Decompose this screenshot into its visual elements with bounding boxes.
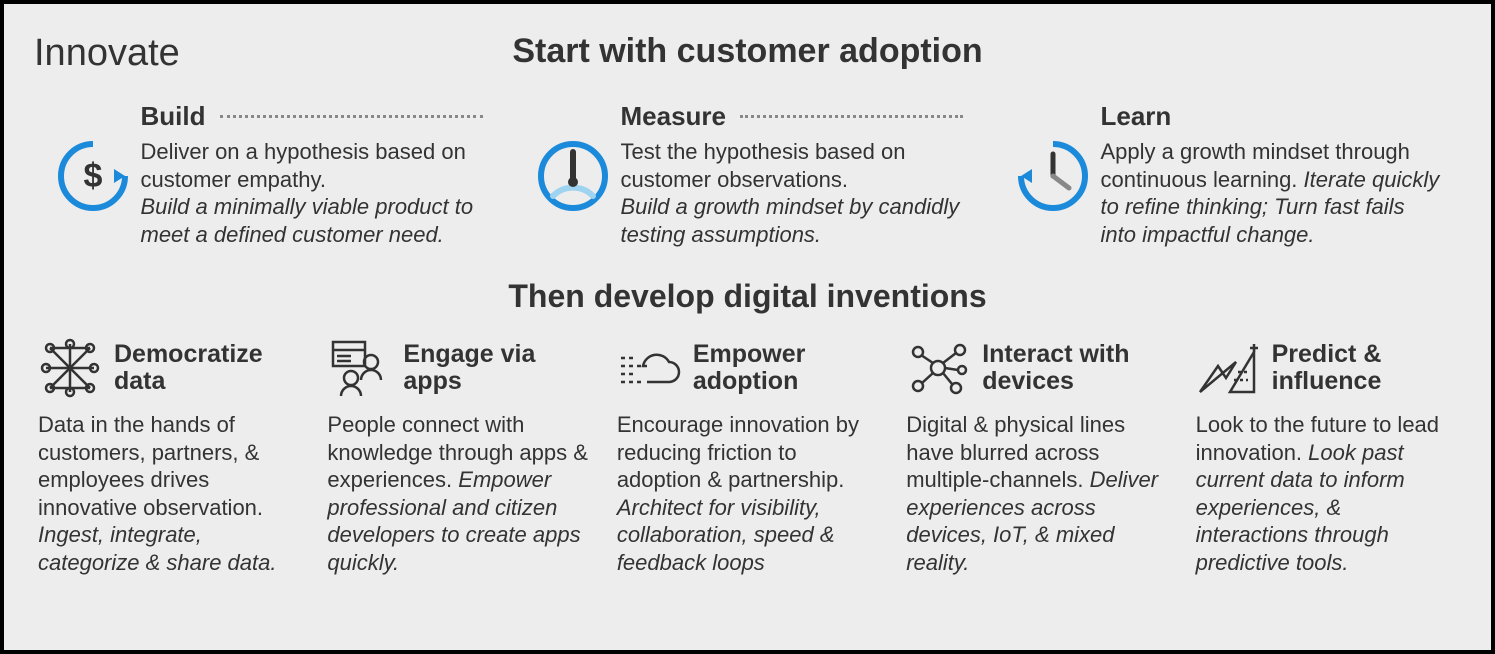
- connector-dots: [740, 115, 963, 118]
- engage-title: Engage via apps: [403, 341, 588, 396]
- democratize-title: Democratize data: [114, 341, 299, 396]
- learn-heading: Learn: [1101, 101, 1443, 132]
- build-body: Deliver on a hypothesis based on custome…: [141, 138, 483, 248]
- democratize-body: Data in the hands of customers, partners…: [38, 411, 299, 576]
- customer-adoption-row: $ Build Deliver on a hypothesis based on…: [34, 101, 1461, 248]
- learn-title: Learn: [1101, 101, 1172, 132]
- measure-heading: Measure: [621, 101, 963, 132]
- build-title: Build: [141, 101, 206, 132]
- measure-title: Measure: [621, 101, 727, 132]
- learn-body: Apply a growth mindset through continuou…: [1101, 138, 1443, 248]
- network-icon: [38, 336, 102, 400]
- democratize-body-ital: Ingest, integrate, categorize & share da…: [38, 522, 276, 575]
- build-body-plain: Deliver on a hypothesis based on custome…: [141, 139, 466, 192]
- democratize-body-plain: Data in the hands of customers, partners…: [38, 412, 263, 520]
- connector-dots: [220, 115, 483, 118]
- gauge-icon: [533, 136, 613, 216]
- empower-pillar: Empower adoption Encourage innovation by…: [617, 333, 878, 576]
- digital-inventions-row: Democratize data Data in the hands of cu…: [34, 333, 1461, 576]
- dollar-cycle-icon: $: [53, 136, 133, 216]
- cloud-stream-icon: [617, 336, 681, 400]
- clock-cycle-icon: [1013, 136, 1093, 216]
- app-people-icon: [327, 336, 391, 400]
- engage-body: People connect with knowledge through ap…: [327, 411, 588, 576]
- interact-pillar: Interact with devices Digital & physical…: [906, 333, 1167, 576]
- build-cell: $ Build Deliver on a hypothesis based on…: [53, 101, 483, 248]
- empower-body: Encourage innovation by reducing frictio…: [617, 411, 878, 576]
- forecast-chart-icon: [1196, 336, 1260, 400]
- svg-text:$: $: [83, 157, 102, 195]
- measure-body-plain: Test the hypothesis based on customer ob…: [621, 139, 906, 192]
- predict-body: Look to the future to lead innovation. L…: [1196, 411, 1457, 576]
- empower-body-ital: Architect for visibility, collaboration,…: [617, 495, 835, 575]
- page-label: Innovate: [34, 32, 180, 75]
- empower-body-plain: Encourage innovation by reducing frictio…: [617, 412, 859, 492]
- predict-pillar: Predict & influence Look to the future t…: [1196, 333, 1457, 576]
- predict-title: Predict & influence: [1272, 341, 1457, 396]
- measure-body: Test the hypothesis based on customer ob…: [621, 138, 963, 248]
- learn-cell: Learn Apply a growth mindset through con…: [1013, 101, 1443, 248]
- innovate-frame: Innovate Start with customer adoption $ …: [0, 0, 1495, 654]
- sub-title: Then develop digital inventions: [34, 278, 1461, 315]
- interact-body: Digital & physical lines have blurred ac…: [906, 411, 1167, 576]
- measure-body-ital: Build a growth mindset by candidly testi…: [621, 194, 960, 247]
- engage-pillar: Engage via apps People connect with know…: [327, 333, 588, 576]
- devices-nodes-icon: [906, 336, 970, 400]
- measure-cell: Measure Test the hypothesis based on cus…: [533, 101, 963, 248]
- main-title: Start with customer adoption: [34, 32, 1461, 71]
- interact-title: Interact with devices: [982, 341, 1167, 396]
- build-body-ital: Build a minimally viable product to meet…: [141, 194, 474, 247]
- build-heading: Build: [141, 101, 483, 132]
- empower-title: Empower adoption: [693, 341, 878, 396]
- democratize-pillar: Democratize data Data in the hands of cu…: [38, 333, 299, 576]
